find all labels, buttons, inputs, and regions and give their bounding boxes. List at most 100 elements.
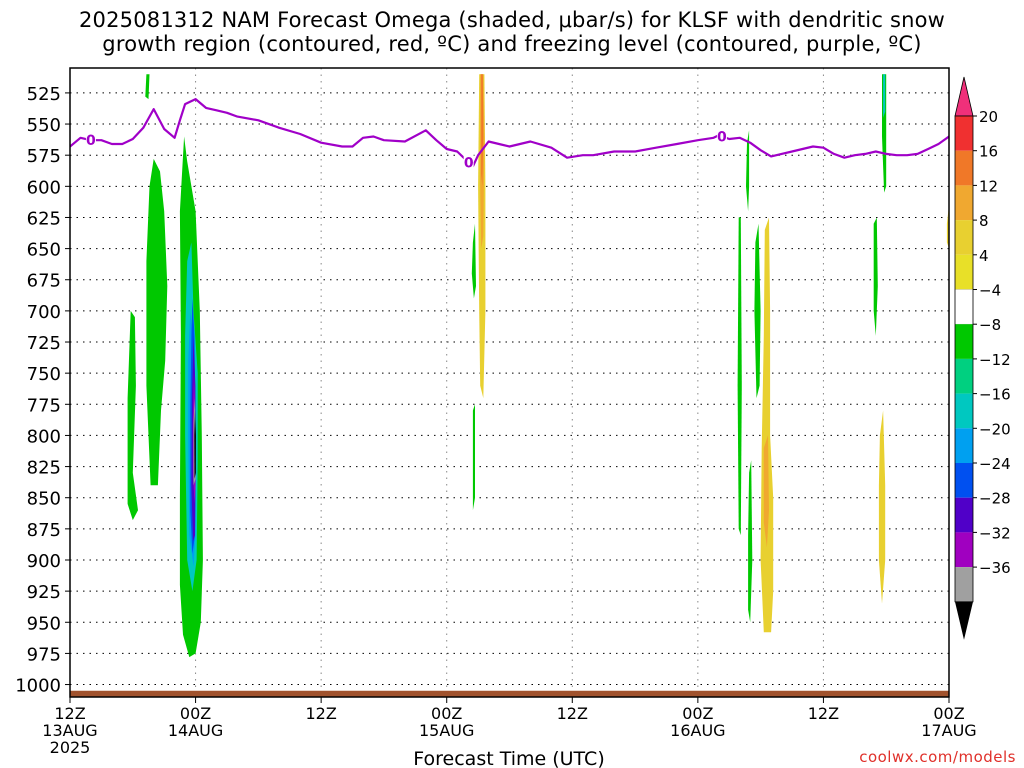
plot-background [70,68,949,697]
y-tick-label: 925 [27,582,61,603]
x-tick-label: 00Z [933,704,964,723]
omega-region-teal-d [883,74,886,118]
colorbar-label: −20 [979,420,1011,438]
colorbar-top-arrow [954,76,974,117]
y-tick-label: 975 [27,644,61,665]
omega-region-surface-terrain [70,690,949,697]
x-tick-label: 12Z [305,704,336,723]
omega-region-black-a [194,410,196,479]
x-tick-label: 00Z [682,704,713,723]
colorbar-label: −16 [979,386,1011,404]
omega-region-green-c3 [754,223,761,399]
chart-title-line2: growth region (contoured, red, ºC) and f… [102,32,922,56]
colorbar-swatch [955,532,973,568]
colorbar-swatch [955,220,973,255]
y-tick-label: 550 [27,115,61,136]
colorbar-label: −36 [979,559,1011,577]
y-tick-label: 850 [27,489,61,510]
colorbar-label: −4 [979,282,1001,300]
x-tick-label: 12Z [54,704,85,723]
colorbar-swatch [955,428,973,463]
omega-region-green-a3 [146,158,168,486]
colorbar-swatch [955,463,973,498]
y-tick-label: 825 [27,458,61,479]
y-tick-label: 750 [27,364,61,385]
colorbar-swatch [955,185,973,221]
x-tick-label: 12Z [557,704,588,723]
colorbar-label: −12 [979,351,1011,369]
contour-label-bg [85,132,96,147]
x-tick-label: 16AUG [670,721,725,740]
contour-label: 0 [717,129,727,145]
omega-region-green-b1 [471,223,476,299]
colorbar-swatch [955,497,973,533]
y-tick-label: 775 [27,395,61,416]
x-tick-label: 17AUG [921,721,976,740]
omega-region-green-c1 [746,130,750,212]
x-tick-label: 13AUG [42,721,97,740]
colorbar-bottom-arrow [955,601,973,640]
omega-region-green-c4 [748,460,753,623]
omega-region-yellow-c [760,217,774,633]
x-tick-label: 2025 [50,738,91,757]
colorbar-swatch [955,150,973,186]
x-tick-label: 14AUG [168,721,223,740]
colorbar-label: 12 [979,177,998,195]
contour-label: 0 [464,155,474,171]
y-tick-label: 675 [27,271,61,292]
omega-region-green-a2 [127,310,138,521]
chart-title-line1: 2025081312 NAM Forecast Omega (shaded, μ… [78,8,946,32]
colorbar-label: −24 [979,455,1011,473]
omega-region-yellow-d [878,410,886,604]
omega-region-green-a1 [145,74,150,100]
colorbar-label: 20 [979,108,998,126]
x-tick-label: 15AUG [419,721,474,740]
colorbar-swatch [955,567,973,602]
y-tick-label: 950 [27,613,61,634]
colorbar-swatch [955,116,973,151]
colorbar-label: −32 [979,524,1011,542]
omega-region-red-b [481,74,484,187]
y-tick-label: 600 [27,177,61,198]
y-tick-label: 800 [27,426,61,447]
omega-region-green-c2 [737,217,742,536]
contour-label-bg [716,128,727,143]
x-tick-label: 12Z [808,704,839,723]
y-tick-label: 650 [27,240,61,261]
y-tick-label: 900 [27,551,61,572]
y-tick-label: 575 [27,146,61,167]
omega-shading [70,74,949,697]
freezing-level-line [70,98,949,168]
colorbar-label: 4 [979,247,989,265]
y-tick-label: 625 [27,208,61,229]
y-tick-label: 700 [27,302,61,323]
plot-frame [69,67,950,698]
omega-region-green-b2 [472,404,475,511]
omega-region-green-d2 [873,217,878,336]
colorbar-swatch [955,393,973,429]
contour-label: 0 [86,133,96,149]
source-credit: coolwx.com/models [859,748,1016,766]
y-tick-label: 875 [27,520,61,541]
y-tick-label: 1000 [15,676,61,697]
y-tick-label: 525 [27,84,61,105]
colorbar-swatch [955,324,973,359]
y-tick-label: 725 [27,333,61,354]
x-tick-label: 00Z [431,704,462,723]
colorbar-label: −8 [979,316,1001,334]
x-axis-label: Forecast Time (UTC) [413,748,604,768]
freezing-level-contour: 0 0 0 [70,98,949,171]
colorbar-label: −28 [979,490,1011,508]
colorbar: 20 16 12 8 4 −4 −8 −12 −16 −20 −24 −28 −32 −36 [954,76,1011,640]
colorbar-swatch [954,289,974,325]
colorbar-swatch [955,254,973,290]
contour-label-bg [463,154,474,169]
colorbar-label: 16 [979,143,998,161]
y-axis: 525 550 575 600 625 650 675 700 725 750 775 800 825 8… [15,84,70,697]
colorbar-swatch [955,358,973,394]
omega-region-orange-c [763,435,769,548]
x-tick-label: 00Z [180,704,211,723]
